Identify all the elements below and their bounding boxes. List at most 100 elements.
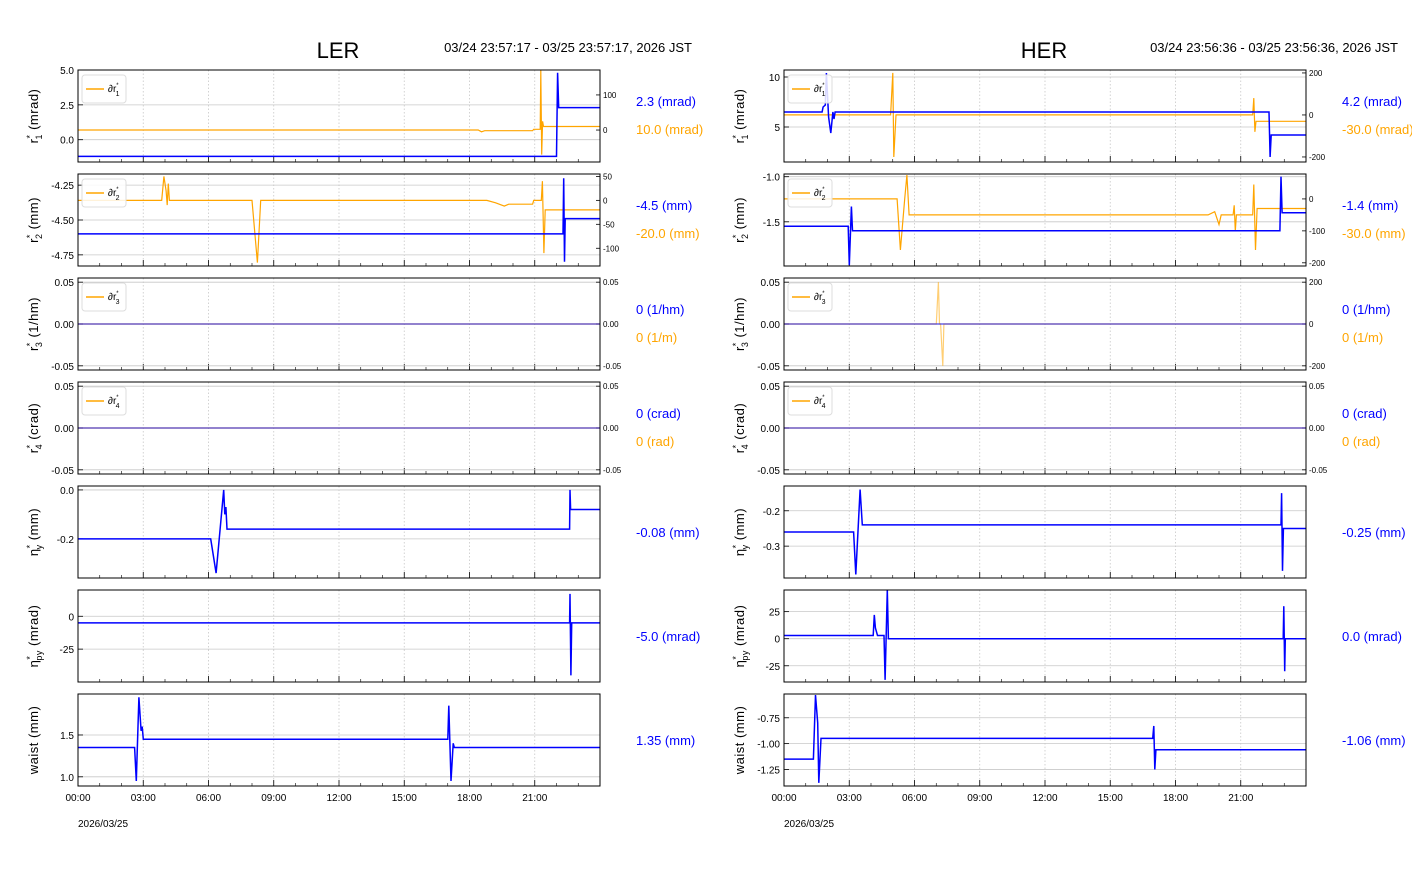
x-tick-label: 18:00 [457,793,482,804]
series-line-r1-0 [78,72,600,158]
x-tick-label: 09:00 [967,793,992,804]
panel-r2: -1.0-1.50-100-200∂r* 2r*2 (mm) -1.4 (mm)-3… [731,173,1406,268]
y-axis-label: r*3 (1/hm) [25,297,44,351]
y-tick-label: 5 [774,123,780,134]
ylabel-sup: * [731,656,741,660]
ylabel-base: r [26,346,41,351]
ylabel-base: r [732,448,747,453]
ylabel-sub: 4 [740,444,750,450]
ylabel-base: waist [26,742,41,775]
current-value-label: 1.35 (mm) [636,733,695,748]
right-y-tick-label: 50 [603,172,612,181]
legend-label: ∂r* 2 [814,187,826,202]
y-tick-label: 0.0 [60,136,74,147]
panel-eta_py: 25 0 -25 η*py (mrad) 0.0 (mrad) [731,589,1402,683]
y-tick-label: -25 [766,662,781,673]
current-value-label: -5.0 (mrad) [636,629,700,644]
x-tick-label: 21:00 [522,793,547,804]
y-tick-label: -1.0 [763,173,781,184]
y-tick-label: -4.75 [51,251,74,262]
current-value-label: 0 (rad) [636,434,674,449]
current-value-label: -1.4 (mm) [1342,198,1398,213]
right-y-tick-label: 0 [1309,111,1314,120]
current-value-label: 0 (1/m) [636,330,677,345]
y-axis-label: r*1 (mrad) [731,89,750,144]
current-value-label: -30.0 (mm) [1342,226,1406,241]
legend-label: ∂r* 1 [814,83,826,98]
right-y-tick-label: -100 [603,244,620,253]
ylabel-sup: * [731,234,741,238]
right-y-tick-label: 0 [603,126,608,135]
y-tick-label: -0.05 [51,362,74,373]
legend-base: ∂r [814,292,823,303]
right-y-tick-label: -50 [603,220,615,229]
series-line-r2-0 [784,176,1306,266]
series-line-dr1-1 [784,72,1306,158]
panel-eta_py: 0 -25 η*py (mrad) -5.0 (mrad) [25,589,700,683]
right-y-tick-label: 0 [1309,195,1314,204]
ylabel-unit: (mrad) [26,89,41,134]
x-tick-label: 00:00 [65,793,90,804]
legend: ∂r* 4 [81,386,127,416]
ylabel-sub: 3 [34,342,44,348]
y-axis-label: r*2 (mm) [25,197,44,243]
legend: ∂r* 3 [787,282,833,312]
plot-frame [783,173,1307,267]
right-y-tick-label: -0.05 [603,466,622,475]
plot-frame [77,485,601,579]
series-line-waist-0 [78,697,600,782]
ylabel-sup: * [25,135,35,139]
panel-waist: -0.75 -1.00 -1.25 waist (mm) -1.06 (mm) [732,693,1406,787]
legend-base: ∂r [108,396,117,407]
y-tick-label: -25 [60,645,75,656]
ylabel-sub: y [740,544,750,549]
y-axis-label: waist (mm) [732,706,747,776]
ylabel-sup: * [731,135,741,139]
y-tick-label: 1.0 [60,773,74,784]
x-tick-label: 03:00 [837,793,862,804]
y-axis-label: waist (mm) [26,706,41,776]
plot-frame [783,69,1307,163]
x-tick-label: 00:00 [771,793,796,804]
ylabel-sup: * [25,656,35,660]
plot-frame [783,589,1307,683]
y-tick-label: -4.50 [51,216,74,227]
plot-frame [77,589,601,683]
right-y-tick-label: 0.00 [603,320,619,329]
plot-frame [77,69,601,163]
y-tick-label: 0.00 [55,320,75,331]
current-value-label: -4.5 (mm) [636,198,692,213]
legend-sup: * [822,83,825,89]
legend: ∂r* 2 [81,178,127,208]
current-value-label: -0.08 (mm) [636,525,700,540]
y-tick-label: 5.0 [60,66,74,77]
legend-sub: 3 [116,299,120,306]
plot-frame [77,693,601,787]
current-value-label: 0 (1/hm) [1342,302,1390,317]
ylabel-sup: * [25,342,35,346]
legend-base: ∂r [814,188,823,199]
right-y-tick-label: -100 [1309,227,1326,236]
y-axis-label: η*py (mrad) [25,605,44,668]
x-tick-label: 21:00 [1228,793,1253,804]
right-y-tick-label: 200 [1309,69,1323,78]
right-y-tick-label: 0.05 [1309,382,1325,391]
ylabel-sub: 1 [740,134,750,140]
legend-label: ∂r* 4 [814,395,826,410]
ylabel-sup: * [731,342,741,346]
current-value-label: 4.2 (mrad) [1342,94,1402,109]
y-tick-label: -4.25 [51,181,74,192]
plot-frame [77,381,601,475]
legend: ∂r* 1 [81,74,127,104]
y-tick-label: -0.05 [757,362,780,373]
ylabel-unit: (mm) [732,197,747,233]
time-range: 03/24 23:57:17 - 03/25 23:57:17, 2026 JS… [444,40,692,55]
panel-r3: 0.050.00-0.050.050.00-0.05∂r* 3r*3 (1/hm)… [25,277,684,373]
x-tick-label: 15:00 [1098,793,1123,804]
legend-sub: 4 [116,403,120,410]
ylabel-unit: (crad) [26,403,41,444]
ylabel-base: r [26,238,41,243]
ylabel-sub: y [34,544,44,549]
y-tick-label: 0 [774,635,780,646]
